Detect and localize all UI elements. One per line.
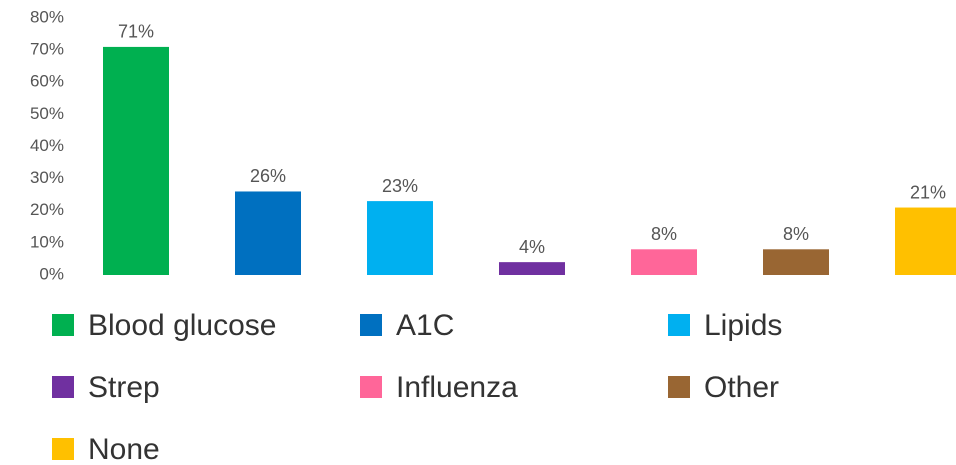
y-tick-label: 30%: [30, 168, 64, 187]
legend-label: A1C: [396, 309, 454, 342]
legend-swatch: [668, 376, 690, 398]
legend-swatch: [360, 314, 382, 336]
bar: [103, 46, 169, 275]
y-tick-label: 70%: [30, 40, 64, 59]
bar: [367, 201, 433, 275]
legend-label: Blood glucose: [88, 309, 276, 342]
value-label: 8%: [651, 224, 677, 244]
legend-swatch: [52, 376, 74, 398]
legend-swatch: [52, 438, 74, 460]
value-label: 4%: [519, 237, 545, 257]
value-label: 26%: [250, 166, 286, 186]
legend-label: Strep: [88, 371, 160, 404]
y-tick-label: 10%: [30, 232, 64, 251]
bar: [763, 249, 829, 275]
bar: [631, 249, 697, 275]
y-tick-label: 60%: [30, 72, 64, 91]
value-label: 8%: [783, 224, 809, 244]
legend-swatch: [360, 376, 382, 398]
bar: [895, 207, 956, 275]
y-tick-label: 20%: [30, 200, 64, 219]
legend-label: Lipids: [704, 309, 782, 342]
legend-label: Influenza: [396, 371, 518, 404]
y-tick-label: 80%: [30, 7, 64, 26]
legend-swatch: [668, 314, 690, 336]
legend-label: Other: [704, 371, 779, 404]
legend-label: None: [88, 433, 160, 465]
bar: [235, 191, 301, 275]
value-label: 71%: [118, 22, 154, 42]
y-tick-label: 50%: [30, 104, 64, 123]
y-tick-label: 0%: [39, 264, 64, 283]
y-tick-label: 40%: [30, 136, 64, 155]
legend-swatch: [52, 314, 74, 336]
value-label: 21%: [910, 182, 946, 202]
value-label: 23%: [382, 176, 418, 196]
bar: [499, 262, 565, 275]
